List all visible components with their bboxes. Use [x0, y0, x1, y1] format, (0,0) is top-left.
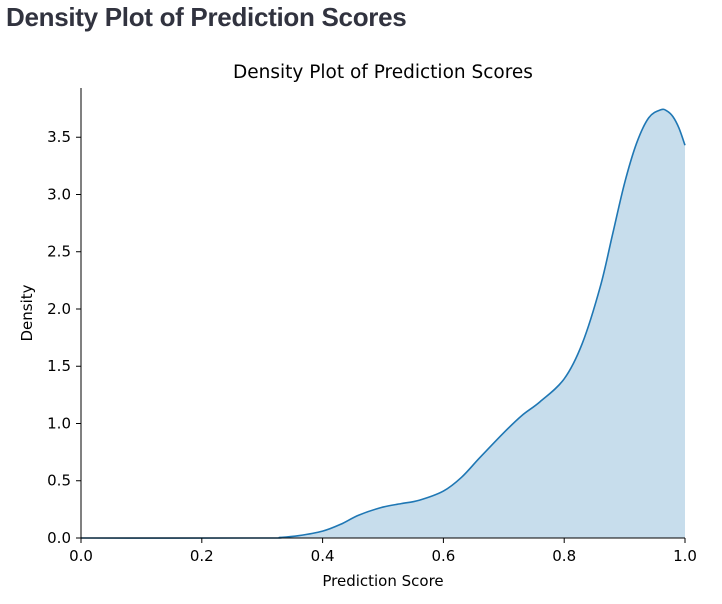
x-tick-label: 1.0 — [673, 547, 697, 565]
density-line — [80, 108, 686, 539]
density-area — [81, 109, 685, 539]
x-tick-label: 0.2 — [190, 547, 214, 565]
y-tick-label: 3.5 — [47, 128, 71, 146]
y-tick-label: 2.0 — [47, 300, 71, 318]
y-tick-label: 2.5 — [47, 243, 71, 261]
y-tick-label: 0.5 — [47, 472, 71, 490]
y-tick-label: 0.0 — [47, 529, 71, 547]
x-tick-label: 0.6 — [431, 547, 455, 565]
y-axis-label: Density — [18, 284, 36, 341]
y-tick-label: 1.5 — [47, 357, 71, 375]
x-tick-label: 0.0 — [69, 547, 93, 565]
x-axis-label: Prediction Score — [322, 572, 443, 590]
y-tick-label: 1.0 — [47, 414, 71, 432]
x-tick-label: 0.4 — [311, 547, 335, 565]
x-tick-label: 0.8 — [552, 547, 576, 565]
chart-title: Density Plot of Prediction Scores — [233, 62, 533, 83]
page-title: Density Plot of Prediction Scores — [6, 2, 407, 32]
y-tick-label: 3.0 — [47, 185, 71, 203]
